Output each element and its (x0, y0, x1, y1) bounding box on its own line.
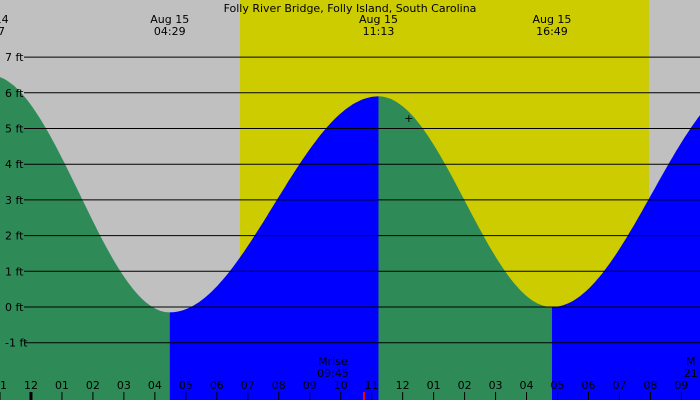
gridline-layer (24, 56, 700, 344)
tide-extreme-time: 11:13 (363, 25, 395, 38)
y-axis-labels: 7 ft 6 ft 5 ft 4 ft 3 ft 2 ft 1 ft 0 ft -1 ft (5, 51, 28, 350)
x-tick-label: 12 (24, 379, 38, 392)
x-tick-label: 08 (643, 379, 657, 392)
moon-event-time: 21 (684, 367, 698, 380)
x-tick-label: 05 (179, 379, 193, 392)
falling-tide-area (378, 96, 552, 400)
x-tick-label: 06 (581, 379, 595, 392)
x-tick-label: 02 (458, 379, 472, 392)
x-tick-label: 05 (551, 379, 565, 392)
x-tick-label: 01 (427, 379, 441, 392)
y-tick-label: 6 ft (5, 87, 24, 100)
rising-tide-area (551, 115, 700, 400)
moon-event-label: M (686, 355, 696, 368)
tide-extreme-time: 04:29 (154, 25, 186, 38)
x-tick-label: 11 (365, 379, 379, 392)
falling-tide-area (0, 77, 170, 400)
x-tick-label: 03 (117, 379, 131, 392)
y-tick-label: 3 ft (5, 194, 24, 207)
tide-extreme-date: Aug 15 (359, 13, 398, 26)
moon-event-label: Mrise (318, 355, 348, 368)
y-tick-label: 7 ft (5, 51, 24, 64)
y-tick-label: 5 ft (5, 123, 24, 136)
y-tick-label: 4 ft (5, 158, 24, 171)
x-tick-label: 02 (86, 379, 100, 392)
y-tick-label: 2 ft (5, 230, 24, 243)
tide-extreme-date: Aug 15 (150, 13, 189, 26)
y-tick-label: 0 ft (5, 301, 24, 314)
rising-tide-area (169, 96, 379, 400)
y-tick-label: -1 ft (5, 337, 28, 350)
chart-title: Folly River Bridge, Folly Island, South … (224, 2, 477, 15)
x-tick-label: 09 (303, 379, 317, 392)
x-tick-label: 07 (612, 379, 626, 392)
tide-area-layer (0, 77, 700, 400)
tide-extreme-time: 16:49 (536, 25, 568, 38)
x-tick-label: 11 (0, 379, 7, 392)
x-tick-label: 01 (55, 379, 69, 392)
x-tick-label: 04 (148, 379, 162, 392)
x-tick-label: 03 (489, 379, 503, 392)
x-axis: 11 12 01 02 03 04 05 06 07 08 09 10 11 12 01 02 03 04 05 06… (0, 379, 688, 400)
x-tick-label: 04 (520, 379, 534, 392)
x-tick-label: 07 (241, 379, 255, 392)
y-tick-label: 1 ft (5, 265, 24, 278)
cursor-marker: + (404, 112, 413, 125)
marker-layer: + (404, 112, 413, 125)
x-tick-label: 10 (334, 379, 348, 392)
tide-extreme-date: Aug 14 (0, 13, 9, 26)
x-tick-label: 08 (272, 379, 286, 392)
tide-extreme-date: Aug 15 (532, 13, 571, 26)
moon-event-time: 09:45 (317, 367, 349, 380)
x-tick-label: 12 (396, 379, 410, 392)
x-tick-label: 06 (210, 379, 224, 392)
tide-extreme-time: 22:17 (0, 25, 5, 38)
x-tick-label: 09 (674, 379, 688, 392)
